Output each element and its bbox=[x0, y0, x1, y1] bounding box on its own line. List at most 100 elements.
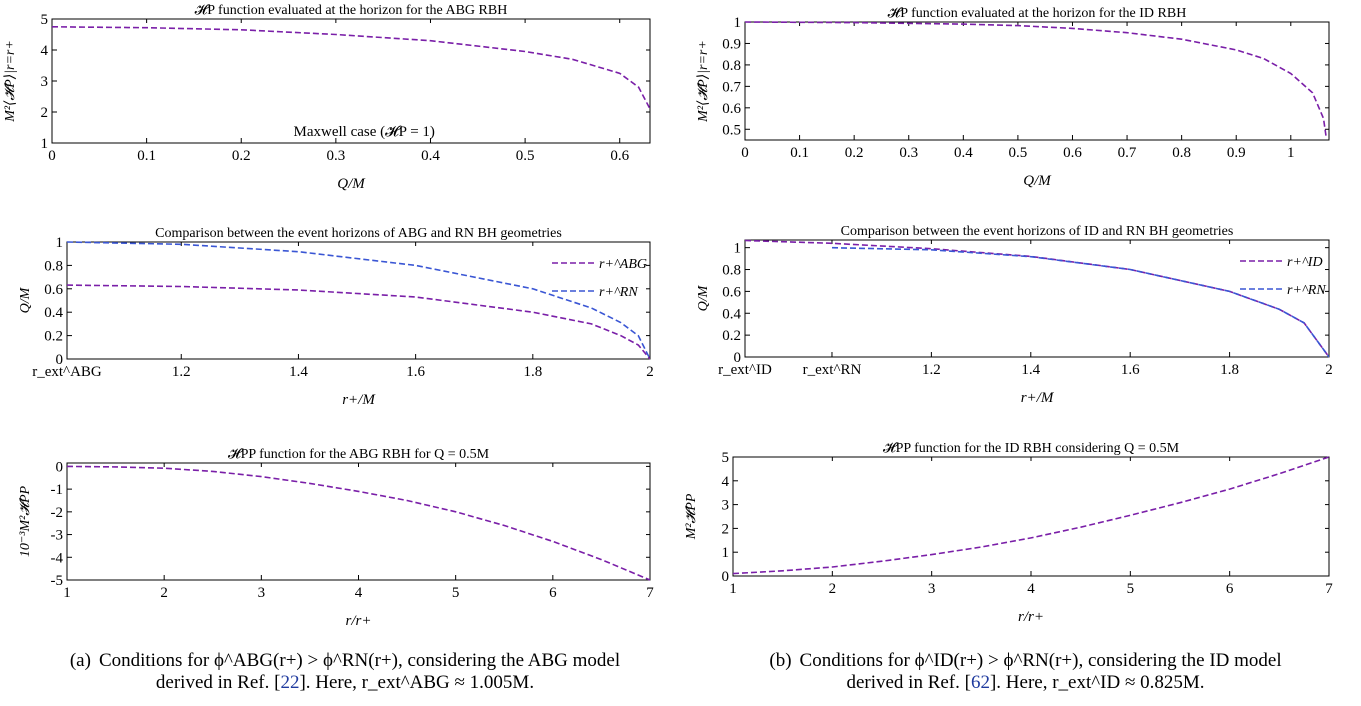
x-tick-label: 0.4 bbox=[954, 145, 973, 161]
x-tick-label: r_ext^ABG bbox=[32, 364, 102, 380]
x-tick-label: 4 bbox=[355, 585, 363, 601]
caption-b-ref-link[interactable]: 62 bbox=[970, 672, 990, 693]
chart-a3: 𝓗PP function for the ABG RBH for Q = 0.5… bbox=[18, 447, 654, 629]
caption-b-line2-pre: derived in Ref. [ bbox=[846, 672, 971, 693]
plot-frame bbox=[744, 239, 1330, 358]
y-tick-label: 0.2 bbox=[44, 329, 63, 345]
y-tick-label: 0.2 bbox=[722, 328, 741, 344]
y-tick-label: 3 bbox=[41, 74, 49, 90]
y-tick-label: 0.9 bbox=[722, 36, 741, 52]
x-tick-label: 0.7 bbox=[1118, 145, 1137, 161]
series-line-0 bbox=[745, 21, 1328, 139]
x-tick-label: 0.1 bbox=[137, 148, 156, 164]
x-tick-label: 0.6 bbox=[1063, 145, 1082, 161]
x-axis-label: Q/M bbox=[1023, 173, 1052, 189]
caption-b-line2-post: ]. Here, r_ext^ID ≈ 0.825M. bbox=[989, 672, 1205, 693]
y-axis-label: M²⟨𝓗P⟩|r=r+ bbox=[3, 40, 18, 123]
x-tick-label: 1.8 bbox=[523, 364, 542, 380]
y-tick-label: 2 bbox=[722, 521, 730, 537]
x-tick-label: 3 bbox=[928, 581, 936, 597]
caption-a-line1: Conditions for ϕ^ABG(r+) > ϕ^RN(r+), con… bbox=[98, 650, 621, 671]
x-tick-label: 6 bbox=[1226, 581, 1234, 597]
y-axis-label: Q/M bbox=[18, 286, 33, 313]
x-tick-label: 7 bbox=[1325, 581, 1333, 597]
y-tick-label: 2 bbox=[41, 105, 49, 121]
x-tick-label: 0.2 bbox=[232, 148, 251, 164]
caption-b-line1: Conditions for ϕ^ID(r+) > ϕ^RN(r+), cons… bbox=[799, 650, 1282, 671]
y-tick-label: 5 bbox=[722, 450, 730, 466]
series-line-rid bbox=[745, 239, 1329, 358]
x-tick-label: 1.6 bbox=[1121, 362, 1140, 378]
x-axis-label: Q/M bbox=[337, 176, 366, 192]
chart-title: Comparison between the event horizons of… bbox=[841, 224, 1234, 239]
x-tick-label: 6 bbox=[549, 585, 557, 601]
x-tick-label: 1.2 bbox=[922, 362, 941, 378]
x-tick-label: 2 bbox=[646, 364, 654, 380]
x-tick-label: 5 bbox=[452, 585, 460, 601]
y-tick-label: 1 bbox=[56, 235, 64, 251]
x-tick-label: 0.3 bbox=[326, 148, 345, 164]
y-tick-label: 0 bbox=[56, 352, 64, 368]
x-tick-label: 1.4 bbox=[1021, 362, 1040, 378]
x-tick-label: 0.6 bbox=[610, 148, 629, 164]
y-tick-label: 0.5 bbox=[722, 122, 741, 138]
y-tick-label: 0.8 bbox=[44, 258, 63, 274]
chart-a2: Comparison between the event horizons of… bbox=[18, 226, 654, 408]
x-axis-label: r/r+ bbox=[1018, 609, 1044, 625]
y-tick-label: 0.8 bbox=[722, 263, 741, 279]
series-line-rrn bbox=[831, 246, 1329, 358]
x-tick-label: 4 bbox=[1027, 581, 1035, 597]
y-tick-label: 5 bbox=[41, 12, 49, 28]
chart-title: 𝓗PP function for the ID RBH considering … bbox=[883, 441, 1180, 456]
chart-title: 𝓗P function evaluated at the horizon for… bbox=[888, 6, 1187, 21]
y-tick-label: 0 bbox=[722, 569, 730, 585]
chart-a1: 𝓗P function evaluated at the horizon for… bbox=[3, 3, 651, 192]
y-tick-label: -4 bbox=[51, 550, 64, 566]
y-tick-label: -2 bbox=[51, 505, 64, 521]
y-tick-label: 0.7 bbox=[722, 79, 741, 95]
y-tick-label: 1 bbox=[734, 241, 742, 257]
x-tick-label: r_ext^RN bbox=[803, 362, 862, 378]
plot-frame bbox=[66, 462, 651, 581]
series-line-0 bbox=[67, 465, 650, 581]
y-tick-label: 3 bbox=[722, 498, 730, 514]
plot-frame bbox=[732, 456, 1330, 577]
x-tick-label: 0.1 bbox=[790, 145, 809, 161]
x-tick-label: 0.5 bbox=[516, 148, 535, 164]
chart-b1: 𝓗P function evaluated at the horizon for… bbox=[696, 6, 1330, 189]
legend-label: r+^RN bbox=[1287, 283, 1326, 298]
x-tick-label: 7 bbox=[646, 585, 654, 601]
legend-label: r+^RN bbox=[599, 285, 638, 300]
plot-frame bbox=[66, 241, 651, 360]
x-tick-label: 0 bbox=[48, 148, 56, 164]
series-line-rrn bbox=[67, 241, 650, 360]
y-tick-label: 0 bbox=[56, 459, 64, 475]
x-tick-label: 0.4 bbox=[421, 148, 440, 164]
y-tick-label: 0.6 bbox=[722, 284, 741, 300]
chart-title: 𝓗PP function for the ABG RBH for Q = 0.5… bbox=[228, 447, 490, 462]
chart-annotation: Maxwell case (𝓗P = 1) bbox=[294, 124, 435, 140]
series-line-0 bbox=[52, 26, 650, 110]
chart-title: Comparison between the event horizons of… bbox=[155, 226, 562, 241]
chart-title: 𝓗P function evaluated at the horizon for… bbox=[195, 3, 508, 18]
x-tick-label: 1.2 bbox=[172, 364, 191, 380]
x-axis-label: r+/M bbox=[342, 392, 376, 408]
y-tick-label: 4 bbox=[722, 474, 730, 490]
caption-a-ref-link[interactable]: 22 bbox=[280, 672, 300, 693]
series-line-rabg bbox=[67, 284, 650, 360]
caption-a-line2-post: ]. Here, r_ext^ABG ≈ 1.005M. bbox=[299, 672, 535, 693]
caption-a-label: (a) bbox=[69, 650, 91, 671]
y-tick-label: -5 bbox=[51, 573, 64, 589]
x-tick-label: 1.6 bbox=[406, 364, 425, 380]
x-tick-label: 2 bbox=[1325, 362, 1333, 378]
x-axis-label: r+/M bbox=[1021, 390, 1055, 406]
y-tick-label: -1 bbox=[51, 482, 64, 498]
y-axis-label: M²𝓗PP bbox=[684, 493, 699, 540]
legend-label: r+^ABG bbox=[599, 257, 647, 272]
x-tick-label: 1 bbox=[63, 585, 71, 601]
y-axis-label: 10⁻³M²𝓗PP bbox=[18, 485, 33, 557]
y-tick-label: 0.6 bbox=[722, 101, 741, 117]
x-axis-label: r/r+ bbox=[346, 613, 372, 629]
y-tick-label: 4 bbox=[41, 43, 49, 59]
y-tick-label: 1 bbox=[722, 545, 730, 561]
